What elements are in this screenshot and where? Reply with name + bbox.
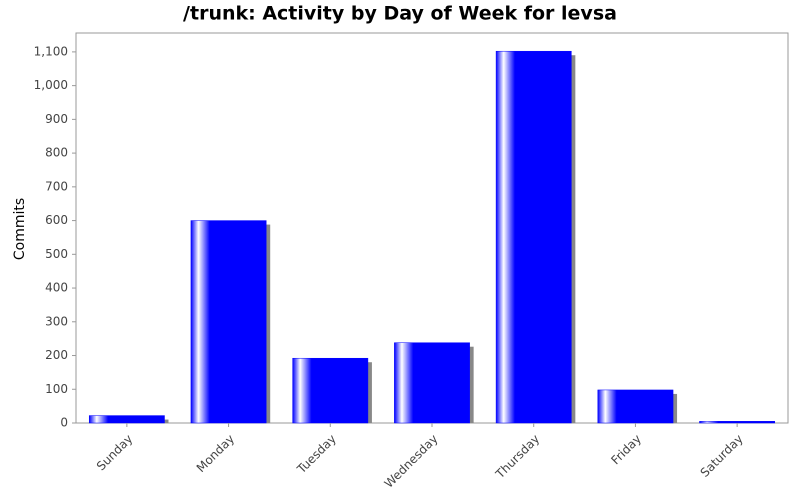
x-tick-label: Wednesday: [382, 432, 441, 491]
y-tick-label: 700: [45, 179, 68, 193]
y-axis-title: Commits: [12, 198, 28, 260]
y-tick-label: 300: [45, 314, 68, 328]
x-tick-label: Tuesday: [294, 432, 339, 477]
bar: [292, 357, 369, 424]
y-tick-label: 200: [45, 348, 68, 362]
y-tick-label: 1,100: [34, 44, 68, 58]
x-tick-label: Friday: [608, 432, 644, 468]
y-tick-label: 600: [45, 213, 68, 227]
chart-title: /trunk: Activity by Day of Week for levs…: [183, 3, 617, 25]
x-tick-label: Thursday: [492, 432, 542, 482]
x-tick-label: Saturday: [698, 432, 746, 480]
bar: [699, 421, 776, 424]
y-tick-label: 900: [45, 112, 68, 126]
x-tick-label: Sunday: [94, 432, 136, 474]
bar: [190, 220, 267, 424]
y-tick-label: 1,000: [34, 78, 68, 92]
y-tick-label: 400: [45, 281, 68, 295]
y-tick-label: 0: [60, 416, 68, 430]
bar: [495, 50, 572, 424]
bar: [88, 415, 165, 424]
y-tick-label: 800: [45, 146, 68, 160]
bar: [394, 342, 470, 424]
bar: [597, 389, 674, 424]
y-tick-label: 100: [45, 382, 68, 396]
y-tick-label: 500: [45, 247, 68, 261]
x-tick-label: Monday: [194, 432, 237, 475]
